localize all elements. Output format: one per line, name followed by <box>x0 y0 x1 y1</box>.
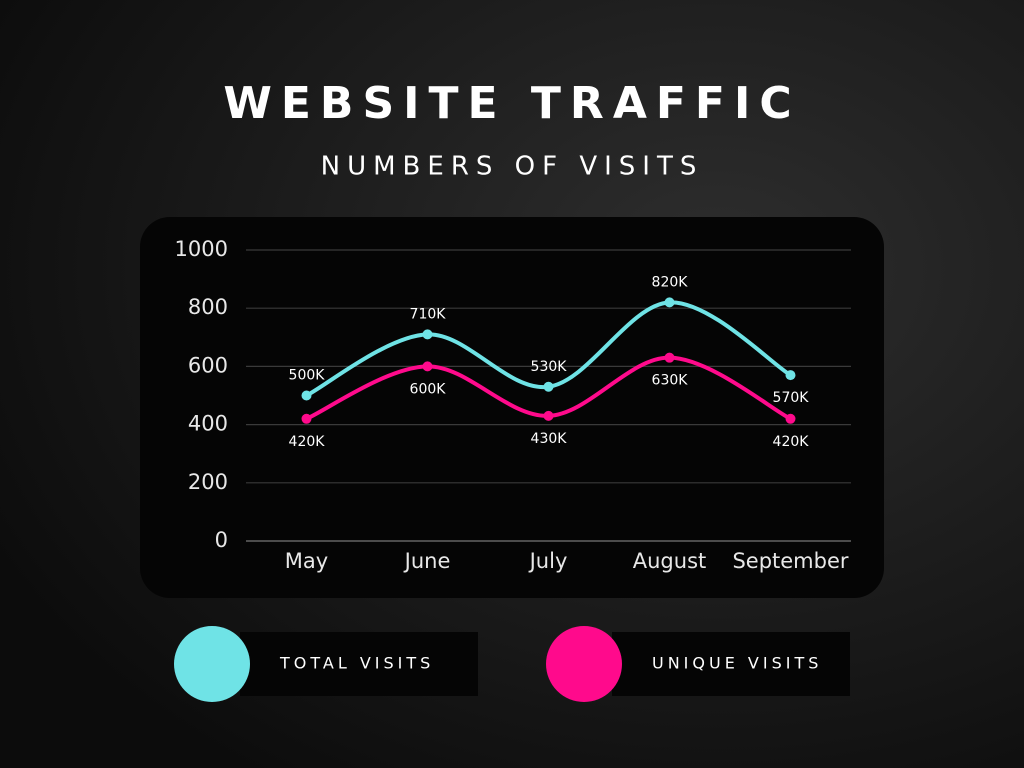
data-point <box>785 370 796 381</box>
y-tick-label: 1000 <box>175 237 228 261</box>
data-point <box>543 410 554 421</box>
legend-swatch <box>174 626 250 702</box>
data-point <box>422 329 433 340</box>
legend-box <box>240 632 478 696</box>
data-point <box>664 352 675 363</box>
data-label: 600K <box>410 381 447 397</box>
data-point <box>664 297 675 308</box>
data-label: 420K <box>289 434 326 450</box>
chart-subtitle: NUMBERS OF VISITS <box>321 152 704 182</box>
data-label: 420K <box>773 434 810 450</box>
x-tick-label: May <box>285 549 328 573</box>
data-label: 820K <box>652 274 689 290</box>
data-point <box>301 413 312 424</box>
legend-label: UNIQUE VISITS <box>652 654 822 673</box>
x-tick-label: July <box>528 549 568 573</box>
legend-swatch <box>546 626 622 702</box>
data-point <box>301 390 312 401</box>
data-label: 500K <box>289 368 326 384</box>
x-tick-label: September <box>732 549 848 573</box>
legend-box <box>612 632 850 696</box>
data-label: 430K <box>531 431 568 447</box>
x-tick-label: August <box>633 549 707 573</box>
legend-label: TOTAL VISITS <box>279 654 434 673</box>
y-tick-label: 200 <box>188 470 228 494</box>
data-point <box>422 361 433 372</box>
y-tick-label: 800 <box>188 295 228 319</box>
data-label: 710K <box>410 306 447 322</box>
chart-title: WEBSITE TRAFFIC <box>223 78 800 129</box>
y-tick-label: 400 <box>188 412 228 436</box>
y-tick-label: 0 <box>215 528 228 552</box>
data-point <box>785 413 796 424</box>
data-label: 530K <box>531 359 568 375</box>
x-tick-label: June <box>403 549 451 573</box>
data-point <box>543 381 554 392</box>
data-label: 570K <box>773 390 810 406</box>
y-tick-label: 600 <box>188 353 228 377</box>
data-label: 630K <box>652 373 689 389</box>
